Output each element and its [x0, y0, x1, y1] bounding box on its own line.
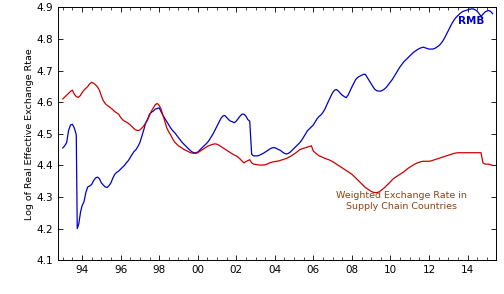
Text: Weighted Exchange Rate in
Supply Chain Countries: Weighted Exchange Rate in Supply Chain C… [337, 191, 467, 211]
Y-axis label: Log of Real Effective Exchange Rtae: Log of Real Effective Exchange Rtae [25, 48, 34, 220]
Text: RMB: RMB [458, 16, 484, 26]
